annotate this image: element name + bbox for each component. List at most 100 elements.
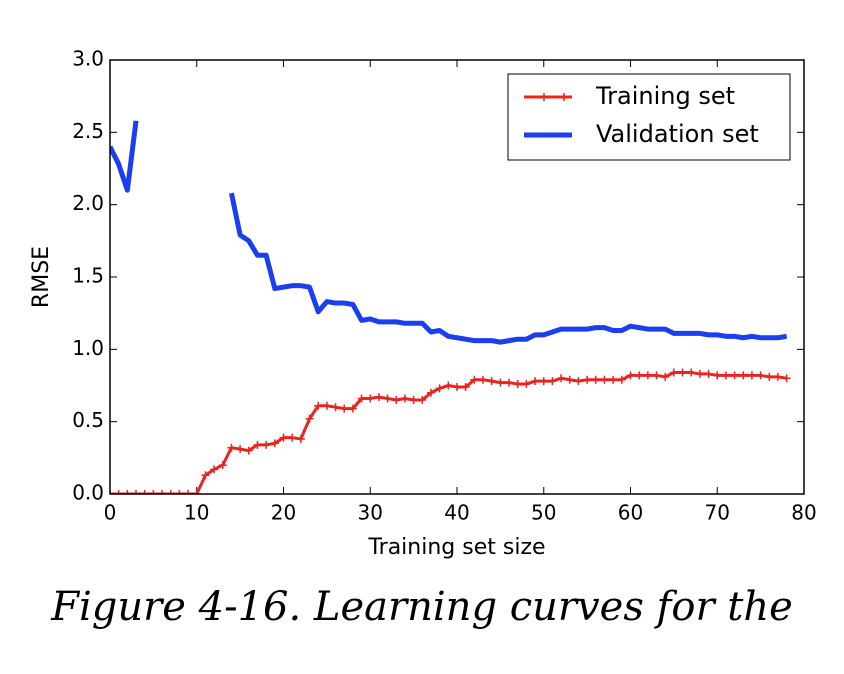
point-marker (270, 439, 279, 448)
point-marker (635, 371, 644, 380)
point-marker (201, 471, 210, 480)
point-marker (227, 443, 236, 452)
point-marker (583, 375, 592, 384)
point-marker (687, 368, 696, 377)
series-line (110, 120, 788, 345)
point-marker (253, 440, 262, 449)
y-axis-label: RMSE (29, 246, 54, 308)
point-marker (669, 368, 678, 377)
point-marker (565, 375, 574, 384)
legend-label: Training set (595, 82, 735, 110)
point-marker (192, 490, 201, 494)
point-marker (461, 382, 470, 391)
point-marker (383, 394, 392, 403)
point-marker (513, 380, 522, 389)
point-marker (123, 490, 132, 494)
point-marker (244, 446, 253, 455)
y-tick-label: 0.0 (72, 481, 104, 505)
y-tick-label: 1.5 (72, 264, 104, 288)
point-marker (331, 403, 340, 412)
point-marker (314, 401, 323, 410)
point-marker (392, 395, 401, 404)
point-marker (218, 461, 227, 470)
x-tick-label: 40 (444, 501, 469, 525)
point-marker (140, 490, 149, 494)
point-marker (279, 433, 288, 442)
y-tick-label: 0.5 (72, 408, 104, 432)
point-marker (296, 435, 305, 444)
point-marker (739, 371, 748, 380)
point-marker (175, 490, 184, 494)
point-marker (678, 368, 687, 377)
point-marker (409, 395, 418, 404)
x-axis-label: Training set size (367, 535, 545, 560)
point-marker (591, 375, 600, 384)
point-marker (470, 375, 479, 384)
point-marker (374, 393, 383, 402)
point-marker (643, 371, 652, 380)
point-marker (756, 371, 765, 380)
point-marker (348, 404, 357, 413)
point-marker (426, 388, 435, 397)
point-marker (322, 401, 331, 410)
point-marker (626, 371, 635, 380)
point-marker (210, 465, 219, 474)
point-marker (765, 372, 774, 381)
point-marker (661, 372, 670, 381)
point-marker (305, 414, 314, 423)
x-tick-label: 50 (531, 501, 556, 525)
point-marker (479, 375, 488, 384)
point-marker (557, 374, 566, 383)
point-marker (400, 394, 409, 403)
point-marker (574, 377, 583, 386)
point-marker (695, 369, 704, 378)
point-marker (158, 490, 167, 494)
point-marker (166, 490, 175, 494)
legend-box (507, 73, 791, 161)
point-marker (262, 440, 271, 449)
point-marker (539, 377, 548, 386)
point-marker (600, 375, 609, 384)
point-marker (418, 395, 427, 404)
x-tick-label: 20 (271, 501, 296, 525)
point-marker (340, 404, 349, 413)
point-marker (496, 378, 505, 387)
x-tick-label: 30 (358, 501, 383, 525)
x-tick-label: 10 (184, 501, 209, 525)
point-marker (288, 433, 297, 442)
point-marker (149, 490, 158, 494)
point-marker (132, 490, 141, 494)
point-marker (487, 377, 496, 386)
plot-frame (109, 59, 805, 495)
point-marker (730, 371, 739, 380)
point-marker (531, 377, 540, 386)
legend-label: Validation set (596, 120, 759, 148)
point-marker (747, 371, 756, 380)
point-marker (522, 380, 531, 389)
point-marker (453, 382, 461, 391)
point-marker (713, 371, 722, 380)
point-marker (652, 371, 661, 380)
x-tick-label: 0 (104, 501, 117, 525)
series-line (110, 370, 787, 494)
y-tick-label: 2.0 (72, 191, 104, 215)
point-marker (435, 384, 444, 393)
point-marker (505, 378, 514, 387)
point-marker (366, 394, 375, 403)
plot-area (110, 120, 791, 494)
y-tick-label: 1.0 (72, 336, 104, 360)
x-tick-label: 80 (791, 501, 816, 525)
point-marker (773, 372, 782, 381)
point-marker (357, 394, 366, 403)
x-tick-label: 60 (618, 501, 643, 525)
point-marker (548, 377, 557, 386)
legend-swatch (543, 93, 565, 101)
point-marker (236, 445, 245, 454)
y-tick-label: 3.0 (72, 47, 104, 71)
point-marker (704, 369, 713, 378)
x-tick-label: 70 (705, 501, 730, 525)
point-marker (184, 490, 193, 494)
point-marker (114, 490, 123, 494)
y-tick-label: 2.5 (72, 119, 104, 143)
